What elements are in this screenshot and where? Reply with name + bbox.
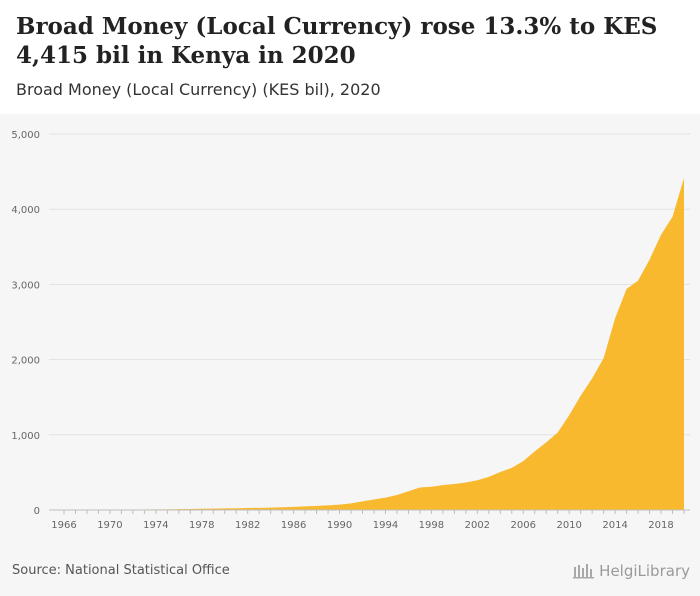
y-tick-label: 5,000: [11, 130, 40, 141]
chart-subtitle: Broad Money (Local Currency) (KES bil), …: [16, 80, 381, 99]
x-tick-label: 1982: [235, 520, 260, 531]
library-logo-icon: [573, 564, 595, 579]
y-axis: 0 1,000 2,000 3,000 4,000 5,000: [11, 130, 40, 517]
x-axis: 1966 1970 1974 1978 1982 1986 1990 1994 1998 2002…: [49, 509, 690, 531]
x-tick-label: 1994: [373, 520, 398, 531]
x-tick-label: 2010: [556, 520, 581, 531]
header: Broad Money (Local Currency) rose 13.3% …: [0, 0, 700, 114]
y-tick-label: 2,000: [11, 356, 40, 367]
x-tick-label: 1974: [143, 520, 168, 531]
x-tick-label: 2006: [511, 520, 536, 531]
x-tick-label: 1986: [281, 520, 306, 531]
y-tick-label: 0: [34, 506, 40, 517]
y-tick-label: 4,000: [11, 205, 40, 216]
x-tick-label: 1970: [97, 520, 122, 531]
x-tick-label: 2014: [602, 520, 627, 531]
x-tick-label: 1966: [51, 520, 76, 531]
y-tick-label: 1,000: [11, 431, 40, 442]
chart-title: Broad Money (Local Currency) rose 13.3% …: [16, 13, 658, 69]
source-note: Source: National Statistical Office: [12, 563, 230, 578]
area-fill: [64, 177, 684, 511]
y-tick-label: 3,000: [11, 280, 40, 291]
brand-name: HelgiLibrary: [599, 562, 690, 580]
chart-background: [0, 114, 700, 596]
brand: HelgiLibrary: [573, 562, 690, 580]
x-tick-label: 1978: [189, 520, 214, 531]
x-tick-label: 1990: [327, 520, 352, 531]
x-tick-label: 1998: [419, 520, 444, 531]
x-tick-label: 2018: [648, 520, 673, 531]
area-series: [64, 177, 684, 511]
x-tick-label: 2002: [465, 520, 490, 531]
